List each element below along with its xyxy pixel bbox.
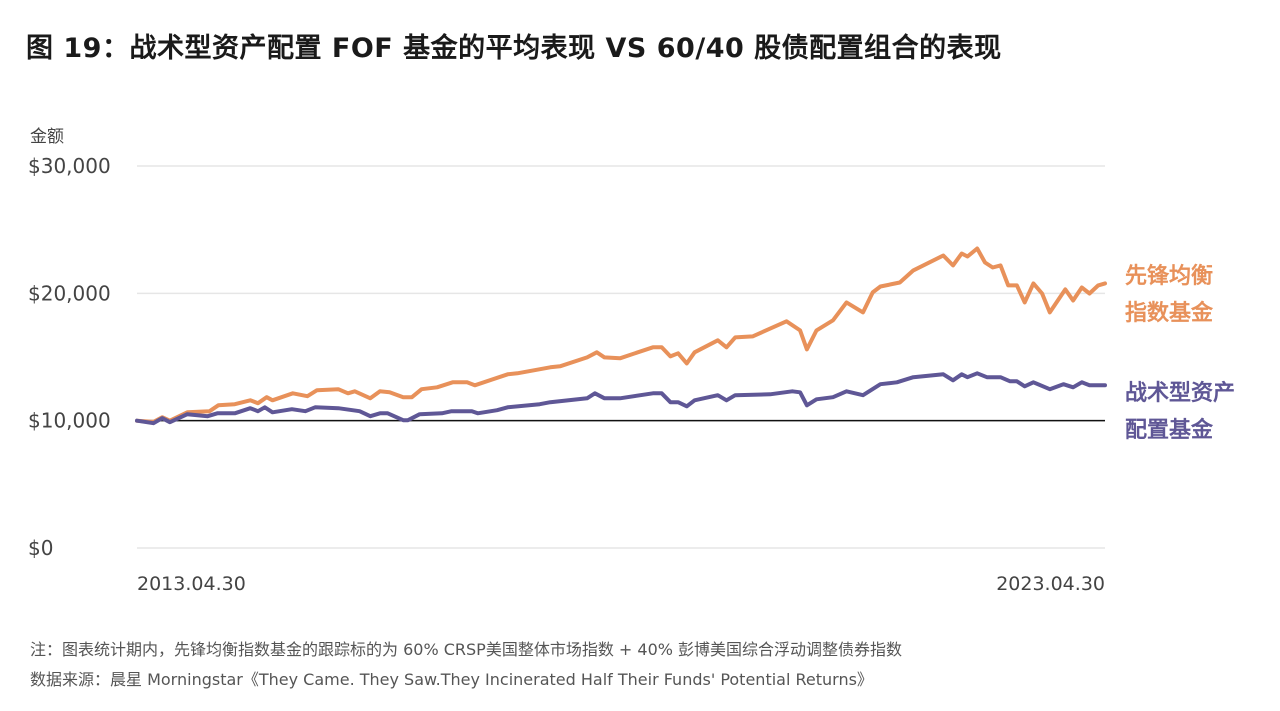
series-line-tactical [135, 371, 1107, 426]
series-label-tactical: 战术型资产 配置基金 [1125, 375, 1235, 449]
footnote: 注：图表统计期内，先锋均衡指数基金的跟踪标的为 60% CRSP美国整体市场指数… [30, 640, 903, 659]
y-tick-label: $10,000 [28, 409, 111, 433]
series-label-line: 配置基金 [1125, 418, 1214, 443]
series-label-line: 指数基金 [1125, 301, 1214, 326]
x-tick-label: 2023.04.30 [996, 573, 1105, 595]
x-tick-label: 2013.04.30 [137, 573, 246, 595]
series-label-vanguard: 先锋均衡 指数基金 [1125, 258, 1213, 332]
source-note: 数据来源：晨星 Morningstar《They Came. They Saw.… [30, 670, 873, 689]
y-axis-label: 金额 [30, 127, 64, 147]
y-tick-label: $20,000 [28, 281, 111, 305]
series-label-line: 战术型资产 [1125, 381, 1236, 406]
series-line-vanguard [135, 246, 1107, 424]
series-label-line: 先锋均衡 [1125, 264, 1214, 289]
y-tick-label: $0 [28, 536, 53, 560]
chart-title: 图 19：战术型资产配置 FOF 基金的平均表现 VS 60/40 股债配置组合… [26, 33, 1002, 64]
y-tick-label: $30,000 [28, 154, 111, 178]
